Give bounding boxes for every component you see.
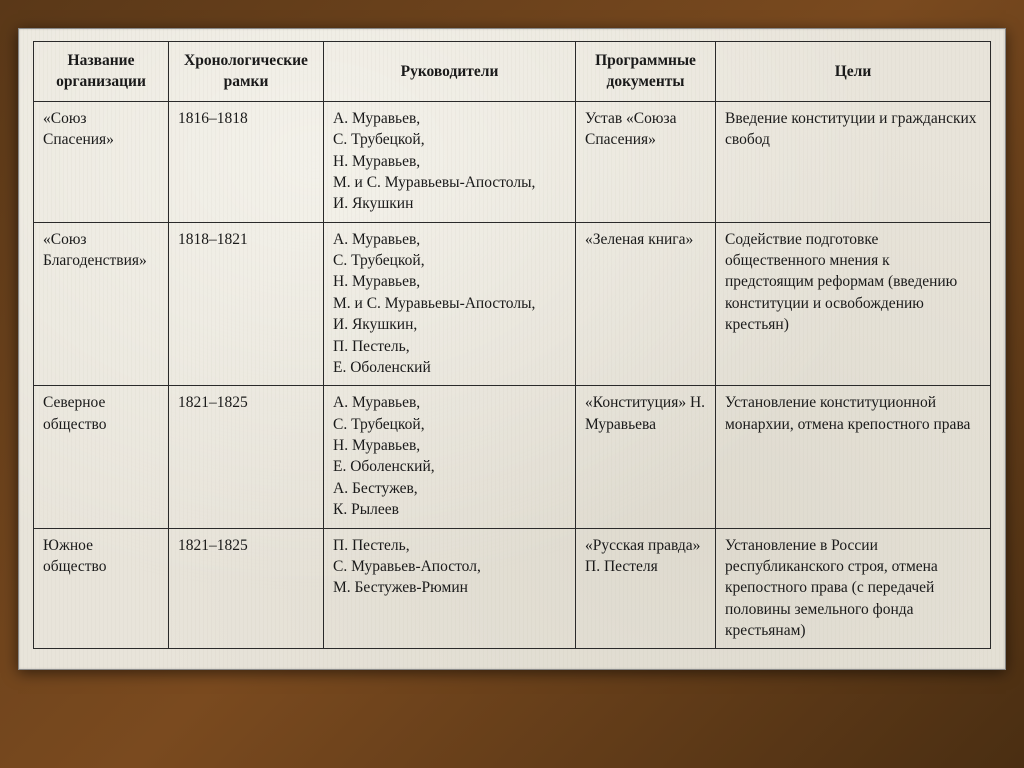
- cell-goals: Установление в России республиканского с…: [716, 528, 991, 649]
- cell-leaders: П. Пестель,С. Муравьев-Апостол,М. Бестуж…: [324, 528, 576, 649]
- col-header-goals: Цели: [716, 42, 991, 102]
- cell-years: 1818–1821: [169, 222, 324, 386]
- cell-name: Северное общество: [34, 386, 169, 528]
- table-header: Название организации Хронологические рам…: [34, 42, 991, 102]
- cell-docs: «Конституция» Н. Муравьева: [576, 386, 716, 528]
- cell-years: 1821–1825: [169, 386, 324, 528]
- cell-years: 1816–1818: [169, 101, 324, 222]
- cell-leaders: А. Муравьев,С. Трубецкой,Н. Муравьев,М. …: [324, 101, 576, 222]
- table-body: «Союз Спасения» 1816–1818 А. Муравьев,С.…: [34, 101, 991, 649]
- cell-name: «Союз Спасения»: [34, 101, 169, 222]
- table-row: Южное общество 1821–1825 П. Пестель,С. М…: [34, 528, 991, 649]
- cell-goals: Введение конституции и гражданских свобо…: [716, 101, 991, 222]
- cell-leaders: А. Муравьев,С. Трубецкой,Н. Муравьев,Е. …: [324, 386, 576, 528]
- cell-docs: «Зеленая книга»: [576, 222, 716, 386]
- cell-docs: «Русская правда» П. Пестеля: [576, 528, 716, 649]
- cell-name: «Союз Благоденствия»: [34, 222, 169, 386]
- col-header-name: Название организации: [34, 42, 169, 102]
- col-header-leaders: Руководители: [324, 42, 576, 102]
- cell-goals: Содействие подготовке общественного мнен…: [716, 222, 991, 386]
- col-header-years: Хронологические рамки: [169, 42, 324, 102]
- col-header-docs: Программные документы: [576, 42, 716, 102]
- cell-docs: Устав «Союза Спасения»: [576, 101, 716, 222]
- cell-goals: Установление консти­туционной монархии, …: [716, 386, 991, 528]
- cell-leaders: А. Муравьев,С. Трубецкой,Н. Муравьев,М. …: [324, 222, 576, 386]
- table-row: «Союз Благоденствия» 1818–1821 А. Муравь…: [34, 222, 991, 386]
- table-row: Северное общество 1821–1825 А. Муравьев,…: [34, 386, 991, 528]
- paper-sheet: Название организации Хронологические рам…: [18, 28, 1006, 670]
- table-row: «Союз Спасения» 1816–1818 А. Муравьев,С.…: [34, 101, 991, 222]
- cell-name: Южное общество: [34, 528, 169, 649]
- decembrist-organizations-table: Название организации Хронологические рам…: [33, 41, 991, 649]
- cell-years: 1821–1825: [169, 528, 324, 649]
